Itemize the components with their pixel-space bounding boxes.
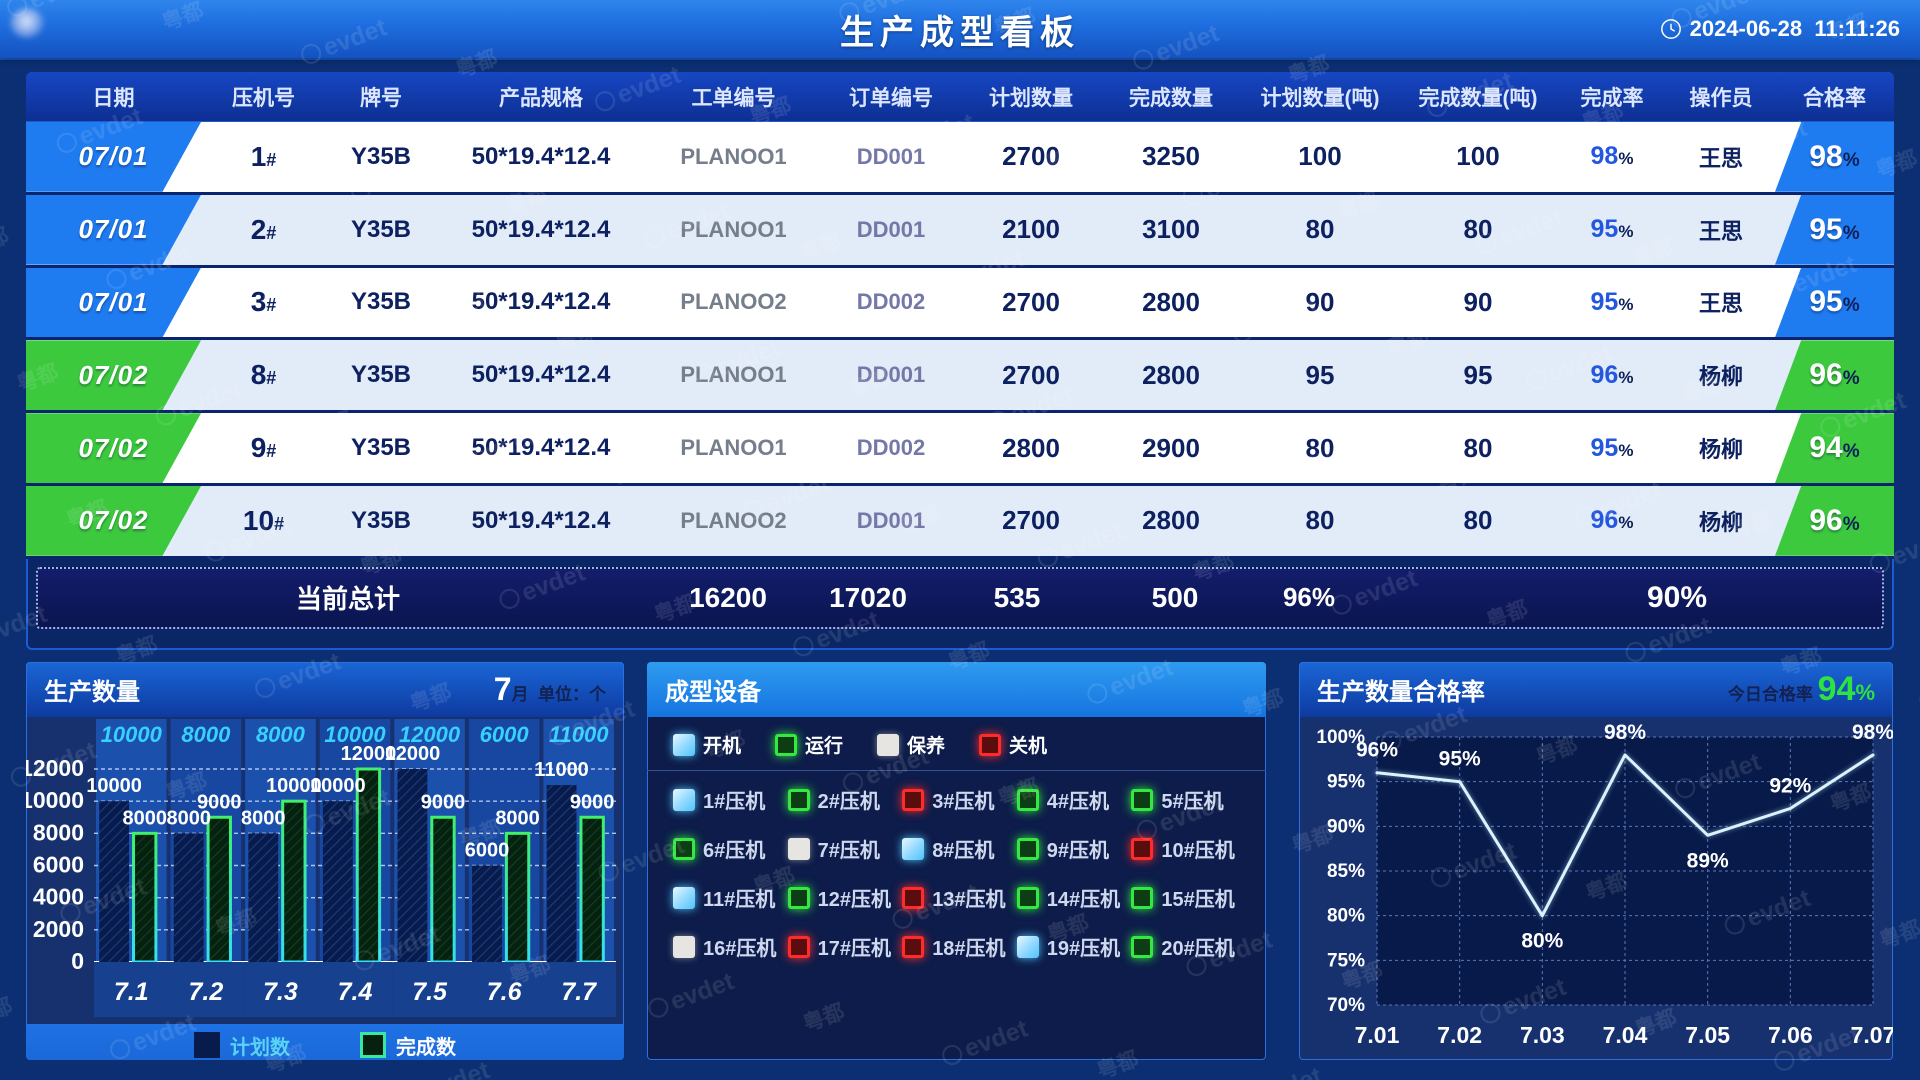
svg-text:10000: 10000 [324,722,386,747]
svg-text:8000: 8000 [122,807,167,829]
svg-text:11000: 11000 [534,759,589,781]
svg-text:7.06: 7.06 [1768,1022,1813,1048]
svg-text:2000: 2000 [33,916,84,942]
svg-text:95%: 95% [1439,748,1481,771]
svg-text:7.2: 7.2 [188,978,223,1006]
svg-text:85%: 85% [1327,861,1365,882]
svg-text:98%: 98% [1852,721,1893,744]
svg-text:96%: 96% [1356,739,1398,762]
svg-text:8000: 8000 [33,819,84,845]
svg-text:6000: 6000 [465,840,510,862]
svg-text:6000: 6000 [33,852,84,878]
svg-text:80%: 80% [1521,930,1563,953]
svg-text:7.03: 7.03 [1520,1022,1565,1048]
svg-text:7.5: 7.5 [412,978,448,1006]
svg-text:10000: 10000 [26,787,84,813]
svg-text:80%: 80% [1327,906,1365,927]
svg-text:75%: 75% [1327,950,1365,971]
svg-text:7.07: 7.07 [1851,1022,1893,1048]
svg-text:7.4: 7.4 [338,978,373,1006]
svg-text:12000: 12000 [399,722,461,747]
svg-text:10000: 10000 [310,775,366,797]
svg-text:9000: 9000 [570,791,615,813]
svg-text:7.7: 7.7 [561,978,597,1006]
svg-text:7.3: 7.3 [263,978,298,1006]
svg-text:98%: 98% [1604,721,1646,744]
svg-text:0: 0 [71,948,84,974]
svg-text:8000: 8000 [256,722,306,747]
svg-text:8000: 8000 [241,807,286,829]
svg-text:8000: 8000 [181,722,231,747]
svg-text:8000: 8000 [495,807,540,829]
svg-text:4000: 4000 [33,884,84,910]
svg-text:7.6: 7.6 [487,978,523,1006]
svg-text:95%: 95% [1327,772,1365,793]
svg-text:11000: 11000 [549,722,609,747]
svg-text:89%: 89% [1687,849,1729,872]
svg-text:7.05: 7.05 [1685,1022,1730,1048]
svg-text:7.02: 7.02 [1437,1022,1482,1048]
svg-text:6000: 6000 [480,722,530,747]
svg-text:10000: 10000 [101,722,163,747]
svg-text:9000: 9000 [421,791,466,813]
svg-text:10000: 10000 [86,775,142,797]
svg-text:70%: 70% [1327,995,1365,1016]
svg-text:9000: 9000 [197,791,242,813]
svg-text:92%: 92% [1769,774,1811,797]
svg-text:7.04: 7.04 [1603,1022,1648,1048]
svg-text:7.1: 7.1 [114,978,149,1006]
svg-text:12000: 12000 [26,755,84,781]
svg-text:90%: 90% [1327,816,1365,837]
svg-text:7.01: 7.01 [1355,1022,1400,1048]
